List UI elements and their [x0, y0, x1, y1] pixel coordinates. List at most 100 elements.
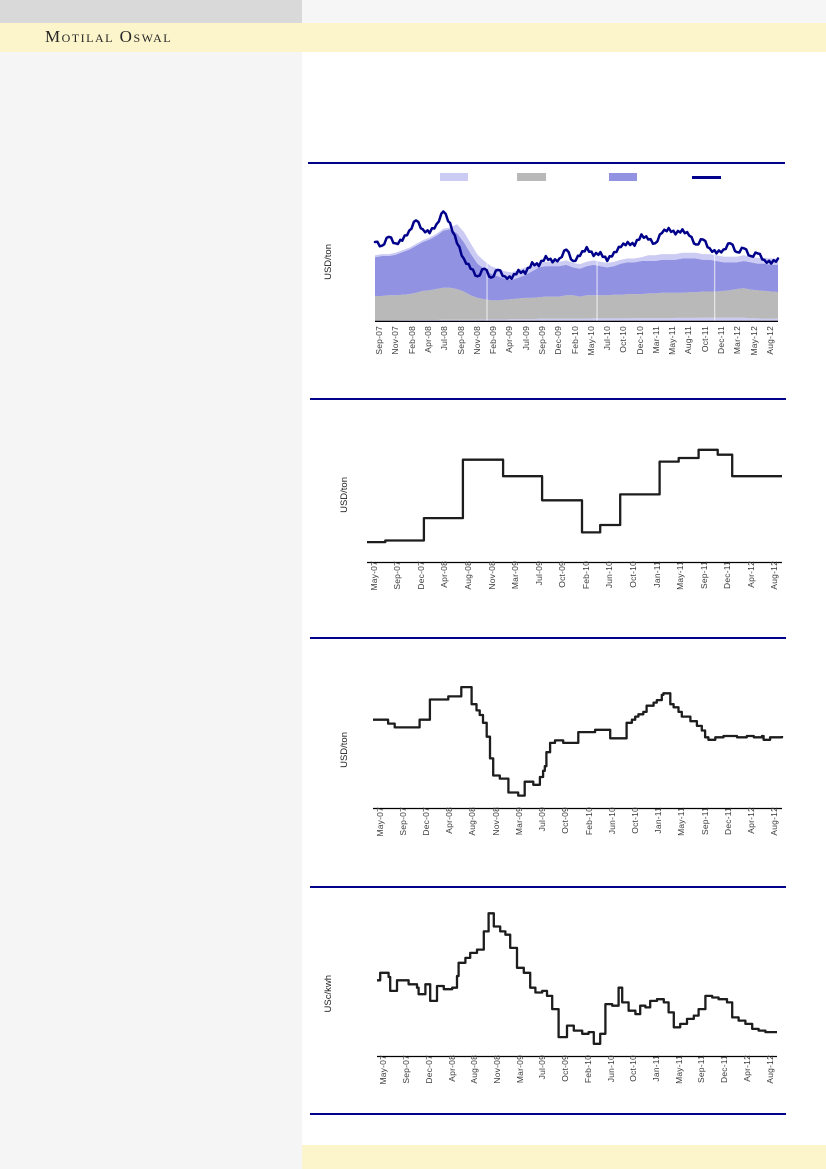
- x-tick: Dec-09: [550, 326, 566, 378]
- x-tick: Apr-12: [739, 561, 763, 617]
- x-tick: Feb-10: [577, 807, 600, 863]
- chart2-x-axis-ticks: May-07 Sep-07 Dec-07 Apr-08 Aug-08 Nov-08 Mar-…: [362, 561, 786, 617]
- x-tick: Sep-09: [534, 326, 550, 378]
- x-tick-label: Sep-08: [455, 326, 466, 355]
- chart4-top-separator: [310, 886, 786, 888]
- x-tick: Dec-07: [414, 807, 437, 863]
- x-tick: Apr-08: [440, 1055, 463, 1111]
- top-left-gray-bar: [0, 0, 302, 23]
- x-tick-label: Apr-08: [446, 1055, 457, 1082]
- x-tick: Mar-12: [729, 326, 745, 378]
- x-tick: Sep-07: [386, 561, 410, 617]
- x-tick-label: Oct-10: [628, 1055, 639, 1082]
- chart3-step-line-plot: [373, 685, 784, 810]
- x-tick: Sep-11: [692, 561, 716, 617]
- x-tick-label: Dec-09: [553, 326, 564, 355]
- x-tick: May-11: [664, 326, 680, 378]
- chart1-stacked-area-plot: [373, 210, 780, 323]
- chart3-y-axis-label-text: USD/ton: [338, 732, 350, 768]
- x-tick: Oct-10: [615, 326, 631, 378]
- brand-header-band: Motilal Oswal: [0, 23, 826, 52]
- x-tick-label: Oct-09: [560, 807, 571, 834]
- x-tick-label: Jul-09: [520, 326, 531, 351]
- x-tick-label: Jun-10: [606, 807, 617, 835]
- x-tick-label: Feb-10: [582, 1055, 593, 1084]
- x-tick: Apr-12: [736, 1055, 759, 1111]
- x-tick-label: Sep-07: [397, 807, 408, 836]
- x-tick: Aug-12: [762, 326, 778, 378]
- x-tick: Jun-10: [600, 807, 623, 863]
- x-tick-label: Jan-11: [651, 561, 662, 588]
- x-tick: Aug-08: [463, 1055, 486, 1111]
- x-tick-label: Dec-10: [634, 326, 645, 355]
- x-tick-label: Oct-10: [627, 561, 638, 588]
- chart2-y-axis-label-text: USD/ton: [338, 477, 350, 513]
- x-tick: Dec-07: [409, 561, 433, 617]
- x-tick: Aug-08: [456, 561, 480, 617]
- x-tick: Oct-09: [551, 561, 575, 617]
- x-tick-label: Apr-09: [504, 326, 515, 353]
- x-tick-label: Feb-10: [583, 807, 594, 836]
- x-tick: Sep-07: [371, 326, 387, 378]
- x-tick-label: Mar-12: [732, 326, 743, 355]
- x-tick-label: Jan-11: [653, 807, 664, 834]
- x-tick: Jul-09: [527, 561, 551, 617]
- x-tick: May-11: [667, 1055, 690, 1111]
- x-tick-label: Dec-07: [423, 1055, 434, 1084]
- legend-area-swatch: [517, 173, 546, 181]
- chart2-step-line-plot: [367, 448, 782, 564]
- brand-logo-text: Motilal Oswal: [45, 27, 173, 46]
- footer-yellow-band: [302, 1145, 826, 1169]
- x-tick-label: Mar-09: [510, 561, 521, 590]
- x-tick-label: May-12: [748, 326, 759, 356]
- chart2-top-separator: [310, 398, 786, 400]
- x-tick-label: Oct-11: [699, 326, 710, 353]
- x-tick-label: Aug-12: [769, 807, 780, 836]
- x-tick: Nov-08: [469, 326, 485, 378]
- x-tick: Sep-08: [452, 326, 468, 378]
- top-right-strip: [302, 0, 826, 23]
- chart4-y-axis-label-text: USc/kwh: [322, 975, 334, 1013]
- x-tick: May-11: [670, 807, 693, 863]
- x-tick: Nov-08: [486, 1055, 509, 1111]
- x-tick-label: Nov-08: [486, 561, 497, 590]
- chart4-step-line-plot: [377, 912, 777, 1058]
- chart3-top-separator: [310, 637, 786, 639]
- x-tick-label: Sep-11: [696, 1055, 707, 1083]
- x-tick: Aug-12: [763, 807, 786, 863]
- x-tick: Oct-11: [697, 326, 713, 378]
- x-tick-label: Nov-07: [390, 326, 401, 355]
- x-tick: May-07: [362, 561, 386, 617]
- x-tick-label: Feb-10: [569, 326, 580, 355]
- x-tick-label: Aug-08: [469, 1055, 480, 1084]
- x-tick: Jul-09: [531, 807, 554, 863]
- x-tick-label: Aug-12: [769, 561, 780, 590]
- x-tick-label: Dec-07: [421, 807, 432, 836]
- x-tick-label: Nov-08: [490, 807, 501, 836]
- x-tick-label: Sep-07: [374, 326, 385, 355]
- x-tick: Jun-10: [599, 1055, 622, 1111]
- x-tick: Feb-08: [404, 326, 420, 378]
- x-tick-label: Jul-09: [537, 807, 548, 832]
- chart2-y-axis-label: USD/ton: [336, 456, 352, 534]
- x-tick-label: Apr-08: [422, 326, 433, 353]
- x-tick-label: Sep-07: [392, 561, 403, 590]
- x-tick-label: Dec-11: [719, 1055, 730, 1083]
- x-tick-label: Jun-10: [605, 1055, 616, 1083]
- chart1-top-separator: [308, 162, 785, 164]
- x-tick: May-11: [668, 561, 692, 617]
- x-tick: Jan-11: [647, 807, 670, 863]
- x-tick: Jun-10: [598, 561, 622, 617]
- x-tick-label: Apr-08: [444, 807, 455, 834]
- x-tick: Jul-09: [518, 326, 534, 378]
- x-tick-label: Feb-08: [406, 326, 417, 355]
- x-tick-label: Mar-09: [513, 807, 524, 836]
- x-tick: Feb-10: [574, 561, 598, 617]
- x-tick-label: May-07: [374, 807, 385, 837]
- chart3-y-axis-label: USD/ton: [336, 710, 352, 790]
- x-tick: May-12: [745, 326, 761, 378]
- chart1-x-axis-ticks: Sep-07 Nov-07 Feb-08 Apr-08 Jul-08 Sep-08 Nov-…: [371, 326, 778, 378]
- x-tick: Apr-09: [501, 326, 517, 378]
- x-tick: May-07: [372, 1055, 395, 1111]
